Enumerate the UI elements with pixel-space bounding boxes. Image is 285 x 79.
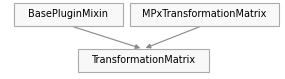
FancyBboxPatch shape [78,49,209,71]
Text: BasePluginMixin: BasePluginMixin [28,9,108,19]
FancyBboxPatch shape [13,3,123,26]
Text: TransformationMatrix: TransformationMatrix [91,55,195,65]
Text: MPxTransformationMatrix: MPxTransformationMatrix [142,9,266,19]
FancyBboxPatch shape [129,3,278,26]
